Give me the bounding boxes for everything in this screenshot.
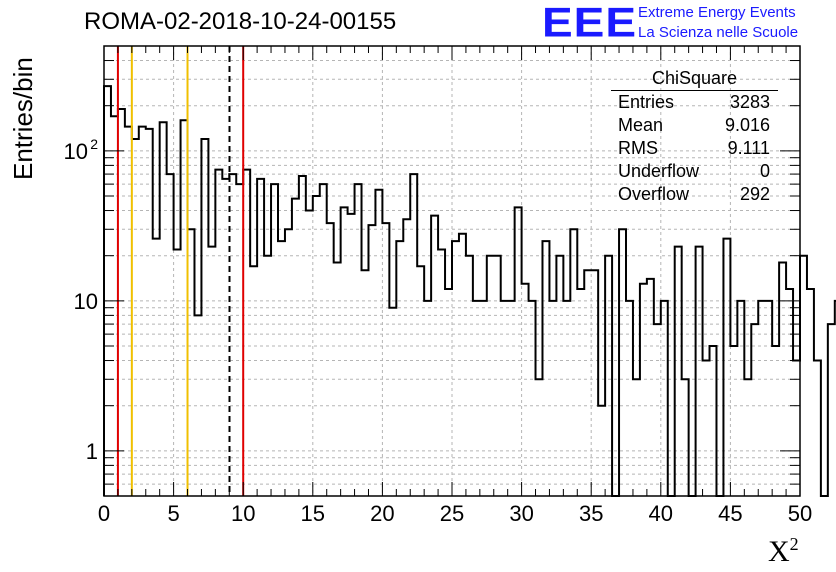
stats-box: ChiSquare Entries 3283 Mean 9.016 RMS 9.111…	[611, 66, 778, 206]
x-tick-label: 15	[301, 501, 325, 526]
y-axis-label: Entries/bin	[8, 57, 38, 180]
grid-layer	[104, 45, 800, 497]
stats-row-underflow: Underflow 0	[618, 161, 770, 181]
y-tick-label: 10	[64, 139, 88, 164]
x-tick-label: 30	[509, 501, 533, 526]
x-tick-label: 10	[231, 501, 255, 526]
x-tick-label: 45	[718, 501, 742, 526]
x-tick-label: 35	[579, 501, 603, 526]
x-tick-label: 25	[440, 501, 464, 526]
x-tick-label: 50	[788, 501, 812, 526]
threshold-lines	[116, 46, 245, 496]
stats-row-rms: RMS 9.111	[618, 138, 770, 158]
y-tick-label: 10	[74, 289, 98, 314]
stats-row-mean: Mean 9.016	[618, 115, 770, 135]
x-axis-label: X2	[768, 534, 799, 568]
x-tick-label: 20	[370, 501, 394, 526]
stats-row-entries: Entries 3283	[618, 92, 770, 112]
eee-logo: EEE	[542, 0, 638, 46]
y-tick-label: 1	[86, 439, 98, 464]
chart-title: ROMA-02-2018-10-24-00155	[84, 8, 397, 35]
axis-ticks	[103, 45, 801, 497]
histogram-layer	[103, 85, 836, 497]
x-tick-label: 40	[649, 501, 673, 526]
eee-logo-line1: Extreme Energy Events	[638, 4, 796, 21]
histogram-outline	[103, 85, 836, 497]
stats-row-overflow: Overflow 292	[618, 184, 770, 204]
x-tick-label: 0	[98, 501, 110, 526]
eee-logo-line2: La Scienza nelle Scuole	[638, 24, 799, 41]
stats-title: ChiSquare	[611, 66, 778, 91]
x-tick-label: 5	[167, 501, 179, 526]
y-tick-label-exponent: 2	[90, 136, 98, 152]
